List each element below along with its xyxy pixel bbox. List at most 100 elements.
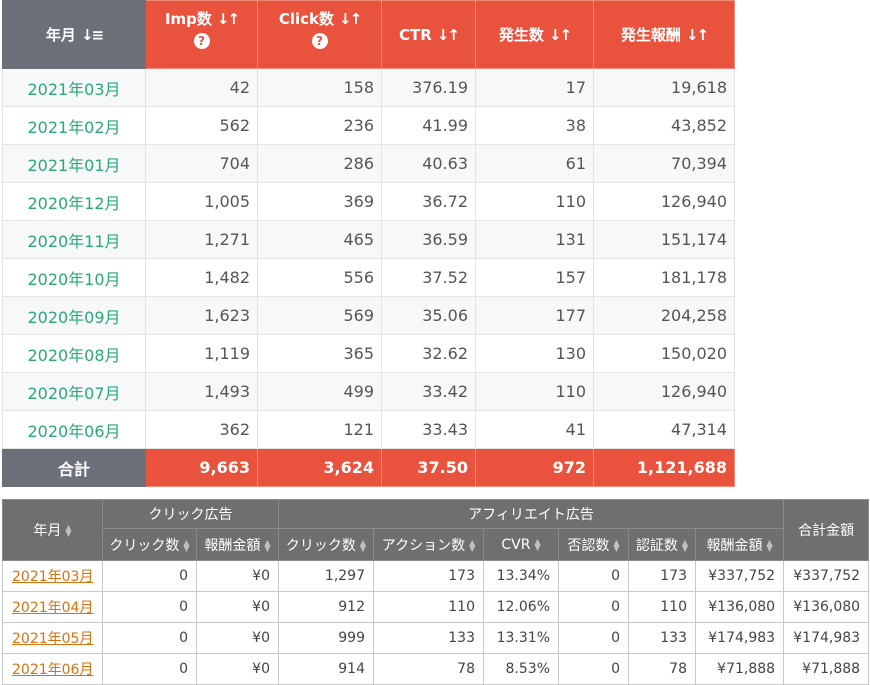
col-header-reward-amount-label: 報酬金額 xyxy=(204,537,261,554)
row-month-link[interactable]: 2021年05月 xyxy=(12,631,94,647)
row-occur: 110 xyxy=(475,372,594,411)
row-month: 2021年06月 xyxy=(2,653,103,685)
row-imp: 1,482 xyxy=(145,258,258,297)
row-imp: 42 xyxy=(145,68,258,107)
row-reward: 126,940 xyxy=(593,182,735,221)
row-month-link[interactable]: 2021年03月 xyxy=(12,569,94,585)
col-header-occur[interactable]: 発生数 ↓↑ xyxy=(475,0,594,69)
sort-caret-icon[interactable]: ▲ ▼ xyxy=(359,537,367,553)
row-ctr: 40.63 xyxy=(381,144,476,183)
col-header-ctr[interactable]: CTR ↓↑ xyxy=(381,0,476,69)
col-header-cvr-label: CVR xyxy=(501,536,531,553)
sort-caret-icon[interactable]: ▲ ▼ xyxy=(65,523,72,538)
col-header-month[interactable]: 年月 ↓≡ xyxy=(2,0,146,69)
row-imp: 704 xyxy=(145,144,258,183)
sort-arrows-icon[interactable]: ↓↑ xyxy=(548,26,572,44)
total-ctr: 37.50 xyxy=(381,448,476,487)
col-header-action-count-label: アクション数 xyxy=(381,537,466,554)
row-month: 2020年06月 xyxy=(2,410,146,449)
row-month: 2020年07月 xyxy=(2,372,146,411)
sort-arrows-icon[interactable]: ↓↑ xyxy=(216,10,240,28)
col-header-month-label: 年月 xyxy=(33,523,62,539)
col-header-click-count[interactable]: クリック数 ▲ ▼ xyxy=(102,528,197,561)
row-actions: 133 xyxy=(373,622,484,654)
sort-arrows-icon[interactable]: ↓↑ xyxy=(436,25,460,44)
row-click: 158 xyxy=(257,68,382,107)
row-rejected: 0 xyxy=(558,653,629,685)
col-header-reward-label: 発生報酬 xyxy=(620,26,681,44)
col-header-month[interactable]: 年月 ▲ ▼ xyxy=(2,499,103,561)
sort-caret-icon[interactable]: ▲ ▼ xyxy=(534,536,541,552)
sort-descending-icon[interactable]: ↓≡ xyxy=(80,26,104,44)
sort-caret-icon[interactable]: ▲ ▼ xyxy=(681,537,689,553)
col-header-reward-amount[interactable]: 報酬金額 ▲ ▼ xyxy=(196,528,279,561)
row-click: 286 xyxy=(257,144,382,183)
row-month: 2021年02月 xyxy=(2,106,146,145)
table-row: 2021年04月 0 ¥0 912 110 12.06% 0 110 ¥136,… xyxy=(2,591,870,623)
sort-caret-icon[interactable]: ▲ ▼ xyxy=(264,537,271,553)
total-imp: 9,663 xyxy=(145,448,258,487)
row-click: 465 xyxy=(257,220,382,259)
row-month-link[interactable]: 2021年04月 xyxy=(12,600,94,616)
row-imp: 362 xyxy=(145,410,258,449)
row-month-link[interactable]: 2021年06月 xyxy=(12,662,94,678)
table-row: 2020年06月 362 121 33.43 41 47,314 xyxy=(2,410,735,449)
row-occur: 17 xyxy=(475,68,594,107)
sort-caret-icon[interactable]: ▲ ▼ xyxy=(613,537,620,553)
row-reward: 47,314 xyxy=(593,410,735,449)
col-header-click[interactable]: Click数 ↓↑ ? xyxy=(257,0,382,69)
row-reward: ¥0 xyxy=(196,653,279,685)
row-click: 236 xyxy=(257,106,382,145)
row-occur: 38 xyxy=(475,106,594,145)
col-header-imp[interactable]: Imp数 ↓↑ ? xyxy=(145,0,258,69)
table-row: 2020年07月 1,493 499 33.42 110 126,940 xyxy=(2,372,735,411)
table-row: 2021年03月 42 158 376.19 17 19,618 xyxy=(2,68,735,107)
row-rejected: 0 xyxy=(558,622,629,654)
table-row: 2020年11月 1,271 465 36.59 131 151,174 xyxy=(2,220,735,259)
col-header-approved[interactable]: 認証数 ▲ ▼ xyxy=(628,528,696,561)
col-header-action-count[interactable]: アクション数 ▲ ▼ xyxy=(373,528,484,561)
question-circle-icon[interactable]: ? xyxy=(311,33,328,49)
row-reward: 181,178 xyxy=(593,258,735,297)
row-cvr: 13.31% xyxy=(483,622,559,654)
row-occur: 41 xyxy=(475,410,594,449)
row-actions: 173 xyxy=(373,560,484,592)
row-ctr: 36.72 xyxy=(381,182,476,221)
row-reward: 70,394 xyxy=(593,144,735,183)
row-ctr: 41.99 xyxy=(381,106,476,145)
row-ctr: 37.52 xyxy=(381,258,476,297)
total-click: 3,624 xyxy=(257,448,382,487)
col-header-reward[interactable]: 発生報酬 ↓↑ xyxy=(593,0,735,69)
col-header-aff-reward-amount[interactable]: 報酬金額 ▲ ▼ xyxy=(694,528,785,561)
row-imp: 562 xyxy=(145,106,258,145)
sort-caret-icon[interactable]: ▲ ▼ xyxy=(766,537,773,553)
row-occur: 177 xyxy=(475,296,594,335)
row-reward: ¥0 xyxy=(196,591,279,623)
row-occur: 157 xyxy=(475,258,594,297)
row-month: 2020年11月 xyxy=(2,220,146,259)
row-occur: 130 xyxy=(475,334,594,373)
row-month: 2021年03月 xyxy=(2,68,146,107)
col-header-aff-reward-amount-label: 報酬金額 xyxy=(706,537,763,554)
sort-arrows-icon[interactable]: ↓↑ xyxy=(685,26,709,44)
table-row: 2021年05月 0 ¥0 999 133 13.31% 0 133 ¥174,… xyxy=(2,622,870,654)
row-total: ¥71,888 xyxy=(783,653,870,685)
question-circle-icon[interactable]: ? xyxy=(193,33,210,49)
row-rejected: 0 xyxy=(558,560,629,592)
col-header-click-count-label: クリック数 xyxy=(109,537,180,554)
col-header-rejected[interactable]: 否認数 ▲ ▼ xyxy=(558,528,629,561)
sort-caret-icon[interactable]: ▲ ▼ xyxy=(183,537,190,553)
row-click: 556 xyxy=(257,258,382,297)
row-month: 2021年05月 xyxy=(2,622,103,654)
total-label: 合計 xyxy=(2,448,146,487)
col-header-cvr[interactable]: CVR ▲ ▼ xyxy=(483,528,559,561)
row-aff-click: 1,297 xyxy=(278,560,374,592)
row-imp: 1,493 xyxy=(145,372,258,411)
row-month: 2020年08月 xyxy=(2,334,146,373)
col-header-aff-click-count[interactable]: クリック数 ▲ ▼ xyxy=(278,528,374,561)
sort-caret-icon[interactable]: ▲ ▼ xyxy=(469,537,476,553)
row-cvr: 8.53% xyxy=(483,653,559,685)
row-reward: 204,258 xyxy=(593,296,735,335)
row-click: 365 xyxy=(257,334,382,373)
sort-arrows-icon[interactable]: ↓↑ xyxy=(339,10,362,28)
